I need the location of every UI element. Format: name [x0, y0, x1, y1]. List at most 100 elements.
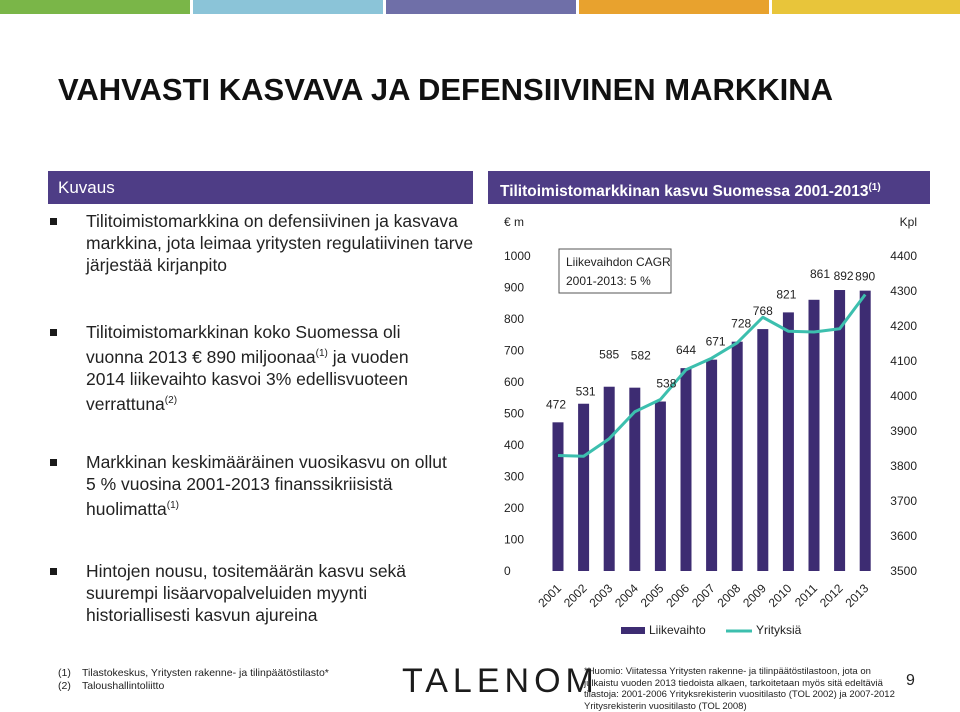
bar-2008 [731, 341, 743, 571]
data-label-2005: 538 [656, 377, 676, 391]
left-tick-label: 700 [504, 344, 524, 358]
legend-line-label: Yrityksiä [756, 623, 802, 637]
cagr-annotation-box [558, 248, 672, 294]
x-tick-label: 2002 [561, 581, 590, 610]
right-tick-label: 4100 [890, 354, 917, 368]
right-tick-label: 3600 [890, 529, 917, 543]
x-tick-label: 2011 [792, 581, 820, 609]
bar-2011 [808, 299, 820, 571]
bar-2007 [706, 359, 718, 571]
right-tick-label: 3900 [890, 424, 917, 438]
statistics-note: *Huomio: Viitatessa Yritysten rakenne- j… [584, 666, 895, 712]
data-label-2007: 671 [706, 335, 726, 349]
bullet-marker [50, 218, 57, 225]
x-tick-label: 2001 [535, 581, 564, 610]
right-tick-label: 4300 [890, 284, 917, 298]
right-tick-label: 3700 [890, 494, 917, 508]
right-tick-label: 4200 [890, 319, 917, 333]
left-tick-label: 200 [504, 501, 524, 515]
color-stripe-5 [772, 0, 960, 14]
data-label-2013: 890 [855, 270, 875, 284]
cagr-annotation-line-1: Liikevaihdon CAGR [566, 255, 671, 269]
bullet-2-line-4: verrattuna(2) [86, 393, 178, 414]
cagr-annotation-line-2: 2001-2013: 5 % [566, 274, 651, 288]
left-tick-label: 1000 [504, 249, 531, 263]
bar-2001 [552, 422, 564, 571]
right-tick-label: 3800 [890, 459, 917, 473]
bullet-marker [50, 568, 57, 575]
data-label-2008: 728 [731, 317, 751, 331]
x-tick-label: 2007 [689, 581, 718, 610]
bullet-4-text: Hintojen nousu, tositemäärän kasvu sekä … [86, 561, 407, 625]
x-tick-label: 2012 [817, 581, 846, 610]
bullet-1-text: Tilitoimistomarkkina on defensiivinen ja… [86, 211, 474, 275]
x-tick-label: 2009 [740, 581, 769, 610]
data-label-2006: 644 [676, 343, 696, 357]
data-label-2004: 582 [631, 349, 651, 363]
x-tick-label: 2003 [587, 581, 616, 610]
bar-2012 [834, 290, 846, 571]
left-axis-unit: € m [504, 215, 524, 229]
bar-2009 [757, 329, 769, 571]
footnote-2: (2) Taloushallintoliitto [58, 680, 165, 692]
right-axis-unit: Kpl [900, 215, 917, 229]
data-label-2012: 892 [834, 269, 854, 283]
color-stripe-4 [579, 0, 769, 14]
talenom-logo: TALENOM [402, 662, 599, 700]
legend-bar-label: Liikevaihto [649, 623, 706, 637]
data-label-2001: 472 [546, 397, 566, 411]
left-tick-label: 300 [504, 470, 524, 484]
bullet-1: Tilitoimistomarkkina on defensiivinen ja… [50, 210, 476, 276]
x-tick-label: 2008 [715, 581, 744, 610]
right-tick-label: 4000 [890, 389, 917, 403]
left-tick-label: 900 [504, 281, 524, 295]
x-tick-label: 2006 [663, 581, 692, 610]
right-tick-label: 3500 [890, 564, 917, 578]
bullet-2-line-1: Tilitoimistomarkkinan koko Suomessa oli [86, 322, 401, 342]
left-tick-label: 600 [504, 375, 524, 389]
bullet-2: Tilitoimistomarkkinan koko Suomessa oli … [50, 321, 476, 415]
data-label-2009: 768 [753, 304, 773, 318]
left-tick-label: 500 [504, 407, 524, 421]
x-tick-label: 2005 [638, 581, 667, 610]
color-stripe-1 [0, 0, 190, 14]
left-tick-label: 0 [504, 564, 511, 578]
left-tick-label: 800 [504, 312, 524, 326]
header-color-bar [0, 0, 960, 14]
left-tick-label: 100 [504, 533, 524, 547]
bullet-2-line-2: vuonna 2013 € 890 miljoonaa(1) ja vuoden [86, 346, 409, 367]
chart-header: Tilitoimistomarkkinan kasvu Suomessa 200… [488, 171, 930, 204]
description-header: Kuvaus [48, 171, 473, 204]
companies-line [557, 293, 867, 458]
bullet-marker [50, 459, 57, 466]
right-tick-label: 4400 [890, 249, 917, 263]
left-tick-label: 400 [504, 438, 524, 452]
data-label-2002: 531 [576, 385, 596, 399]
legend-bar-swatch [621, 627, 645, 634]
bar-2004 [629, 387, 641, 571]
page-title: VAHVASTI KASVAVA JA DEFENSIIVINEN MARKKI… [58, 72, 834, 107]
data-label-2010: 821 [776, 287, 796, 301]
bullet-3-line-2: 5 % vuosina 2001-2013 finanssikriisistä [86, 474, 393, 494]
data-label-2003: 585 [599, 348, 619, 362]
bar-2005 [654, 401, 666, 571]
bullet-3-line-1: Markkinan keskimääräinen vuosikasvu on o… [86, 452, 447, 472]
x-tick-label: 2013 [843, 581, 872, 610]
bar-2013 [859, 290, 871, 571]
bullet-4: Hintojen nousu, tositemäärän kasvu sekä … [50, 560, 476, 626]
bullet-2-line-3: 2014 liikevaihto kasvoi 3% edellisvuotee… [86, 368, 409, 389]
color-stripe-2 [193, 0, 383, 14]
bar-2006 [680, 368, 692, 571]
color-stripe-3 [386, 0, 576, 14]
bullet-marker [50, 329, 57, 336]
x-tick-label: 2010 [766, 581, 795, 610]
page-number: 9 [906, 672, 915, 689]
footnote-1: (1) Tilastokeskus, Yritysten rakenne- ja … [58, 667, 329, 679]
bar-2003 [603, 386, 615, 571]
bullet-3: Markkinan keskimääräinen vuosikasvu on o… [50, 451, 476, 520]
bullet-3-line-3: huolimatta(1) [86, 498, 179, 519]
bar-2002 [578, 403, 590, 571]
bar-2010 [782, 312, 794, 571]
x-tick-label: 2004 [612, 581, 641, 610]
